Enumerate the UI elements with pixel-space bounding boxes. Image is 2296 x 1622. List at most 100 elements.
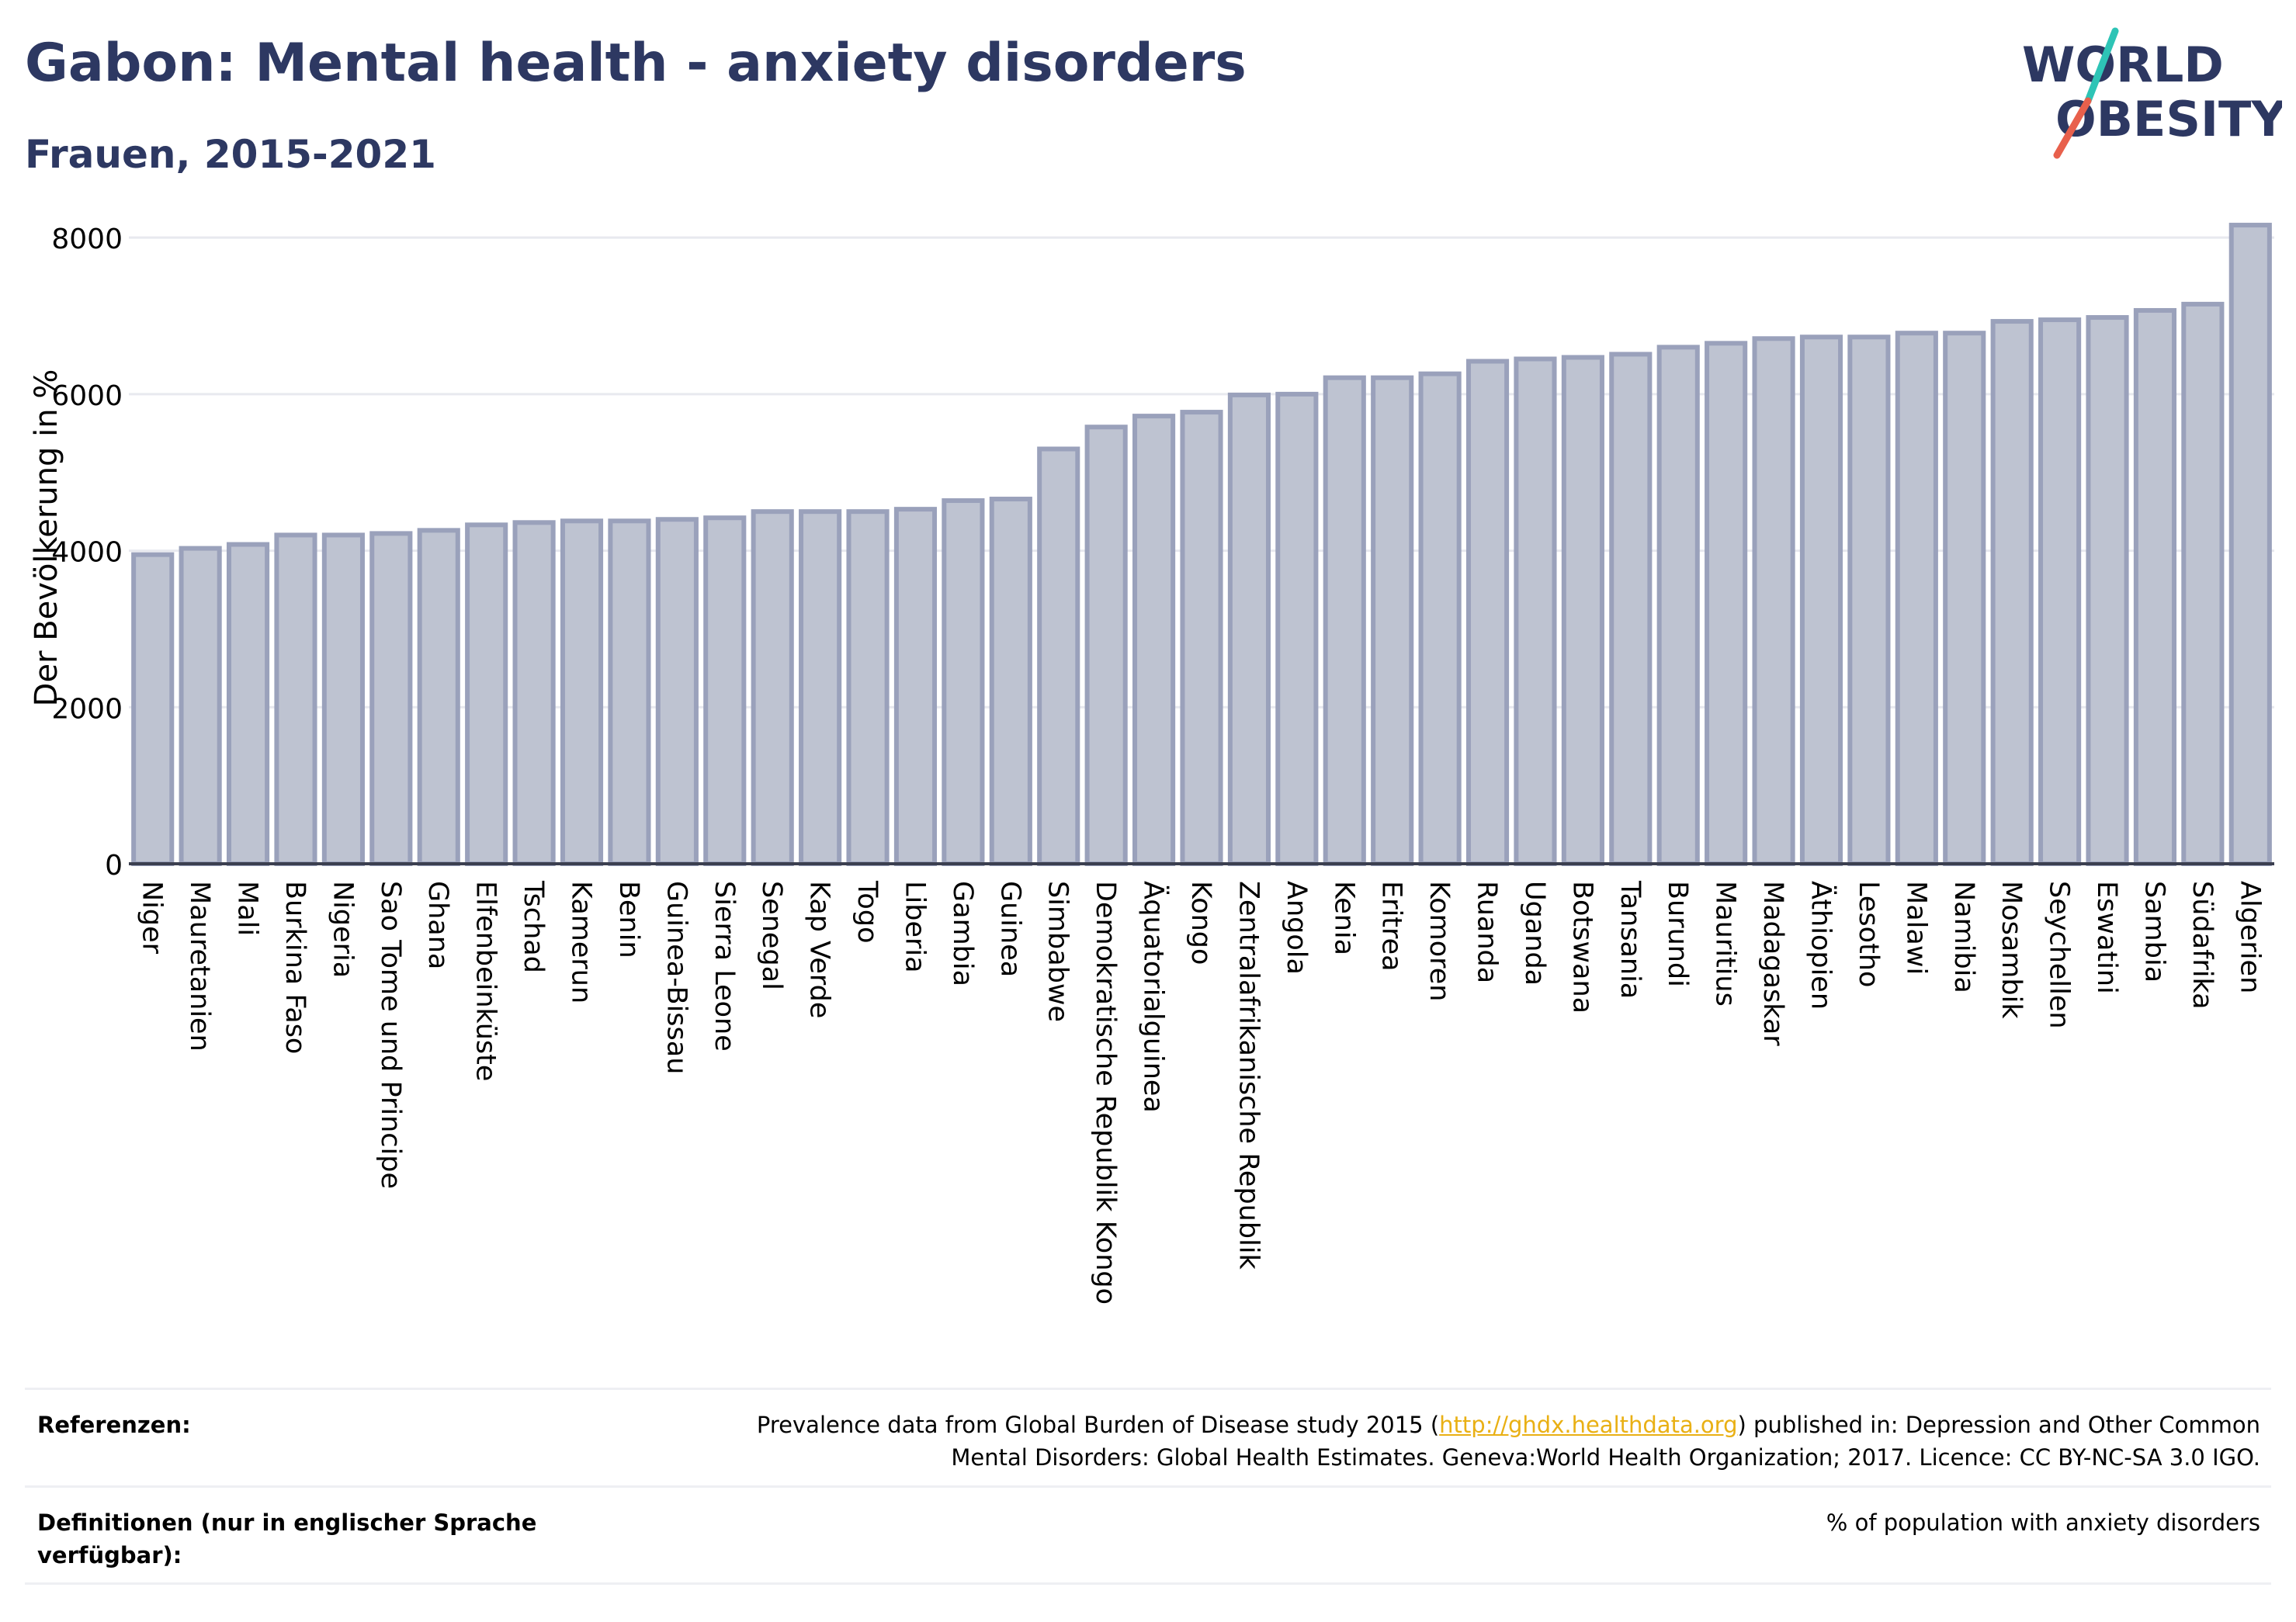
y-tick-label: 4000 <box>51 537 123 569</box>
x-tick-label: Malawi <box>1900 881 1931 975</box>
x-tick-label: Kamerun <box>566 881 597 1003</box>
bar <box>1943 331 1986 866</box>
x-tick-label: Kongo <box>1185 881 1216 965</box>
x-tick-label: Ghana <box>422 881 453 969</box>
x-tick-label: Mauretanien <box>184 881 215 1052</box>
logo-slash-teal <box>2084 27 2119 105</box>
bar <box>1323 375 1366 866</box>
x-tick-label: Komoren <box>1424 881 1455 1001</box>
y-tick-labels: 0 2000 4000 6000 8000 <box>51 224 123 882</box>
logo-line2: OBESITY <box>2055 91 2282 147</box>
bar <box>2086 315 2129 867</box>
y-tick-label: 0 <box>105 850 123 882</box>
bar <box>1895 331 1938 866</box>
chart-title: Gabon: Mental health - anxiety disorders <box>25 33 1247 94</box>
bar <box>1847 334 1891 866</box>
bar <box>2038 317 2082 866</box>
x-tick-label: Angola <box>1281 881 1312 975</box>
x-tick-label: Sambia <box>2138 881 2169 983</box>
bar <box>1799 334 1843 866</box>
references-label: Referenzen: <box>37 1412 191 1438</box>
bar <box>512 520 556 867</box>
bar <box>1656 345 1700 866</box>
bar <box>1227 392 1271 866</box>
x-tick-label: Demokratische Republik Kongo <box>1090 881 1121 1305</box>
bar <box>1275 391 1319 866</box>
x-tick-label: Lesotho <box>1853 881 1884 987</box>
bar <box>942 498 985 866</box>
x-tick-label: Mauritius <box>1710 881 1741 1007</box>
x-tick-label: Liberia <box>899 881 930 973</box>
bar <box>1371 375 1414 866</box>
world-obesity-logo: WORLD OBESITY <box>2022 27 2282 159</box>
bar <box>1037 446 1080 866</box>
bar <box>2133 307 2177 866</box>
bar-chart: 0 2000 4000 6000 8000 Niger Mauretanien Mali Bu… <box>51 223 2274 1305</box>
references-row: Referenzen: Prevalence data from Global … <box>25 1388 2271 1485</box>
x-tick-label: Tansania <box>1614 880 1646 999</box>
x-tick-label: Sao Tome und Principe <box>375 881 406 1189</box>
x-tick-label: Kap Verde <box>804 881 835 1018</box>
bar <box>1180 410 1223 866</box>
x-tick-label: Äquatorialguinea <box>1138 881 1171 1113</box>
logo-line1: WORLD <box>2022 36 2224 93</box>
x-tick-labels: Niger Mauretanien Mali Burkina Faso Nigeria S… <box>137 880 2266 1305</box>
bar <box>799 509 842 866</box>
y-tick-label: 2000 <box>51 693 123 725</box>
x-tick-label: Sierra Leone <box>709 881 740 1052</box>
x-tick-label: Benin <box>613 881 644 958</box>
references-text: Prevalence data from Global Burden of Di… <box>708 1409 2260 1474</box>
bar <box>226 542 270 867</box>
logo-slash-coral <box>2053 97 2092 159</box>
x-tick-label: Guinea-Bissau <box>661 881 692 1074</box>
x-tick-label: Niger <box>137 881 168 955</box>
bar <box>1514 356 1557 866</box>
references-link[interactable]: http://ghdx.healthdata.org <box>1439 1412 1738 1438</box>
bar <box>846 509 890 866</box>
x-tick-label: Elfenbeinküste <box>470 881 501 1081</box>
bar <box>1990 319 2034 866</box>
y-axis-label: Der Bevölkerung in % <box>29 369 64 707</box>
x-tick-label: Namibia <box>1948 881 1979 993</box>
bar <box>2228 223 2272 867</box>
bar <box>369 531 413 867</box>
bar <box>560 518 604 866</box>
x-tick-label: Burundi <box>1662 881 1693 987</box>
definitions-label: Definitionen (nur in englischer Sprache … <box>37 1509 537 1568</box>
bar <box>179 546 222 866</box>
bar <box>1084 425 1128 866</box>
bar <box>274 532 317 866</box>
x-tick-label: Ruanda <box>1472 881 1503 983</box>
x-tick-label: Uganda <box>1519 881 1550 986</box>
x-tick-label: Zentralafrikanische Republik <box>1233 881 1264 1270</box>
definitions-row: Definitionen (nur in englischer Sprache … <box>25 1485 2271 1585</box>
x-tick-label: Guinea <box>994 881 1025 977</box>
bar <box>655 517 699 866</box>
bar <box>321 532 365 866</box>
x-tick-label: Südafrika <box>2187 881 2218 1010</box>
bar <box>751 509 794 866</box>
x-tick-label: Burkina Faso <box>279 881 310 1054</box>
bar <box>417 528 460 866</box>
bars <box>131 223 2272 867</box>
x-tick-label: Äthiopien <box>1805 881 1837 1010</box>
x-tick-label: Gambia <box>947 881 978 986</box>
x-tick-label: Botswana <box>1566 881 1597 1014</box>
bar <box>1465 359 1510 866</box>
references-text-after: ) published in: Depression and Other Com… <box>951 1412 2260 1471</box>
bar <box>131 552 175 866</box>
x-tick-label: Madagaskar <box>1757 881 1788 1046</box>
bar <box>989 497 1032 867</box>
x-tick-label: Algerien <box>2234 881 2265 993</box>
x-tick-label: Mali <box>232 881 263 936</box>
bar <box>1561 355 1604 867</box>
bar <box>893 507 938 866</box>
bar <box>608 518 651 866</box>
x-tick-label: Kenia <box>1328 881 1359 955</box>
x-tick-label: Simbabwe <box>1042 881 1073 1022</box>
x-tick-label: Seychellen <box>2044 881 2075 1029</box>
chart-subtitle: Frauen, 2015-2021 <box>25 132 436 177</box>
bar <box>703 515 747 866</box>
references-text-before: Prevalence data from Global Burden of Di… <box>756 1412 1440 1438</box>
x-tick-label: Senegal <box>756 881 787 990</box>
